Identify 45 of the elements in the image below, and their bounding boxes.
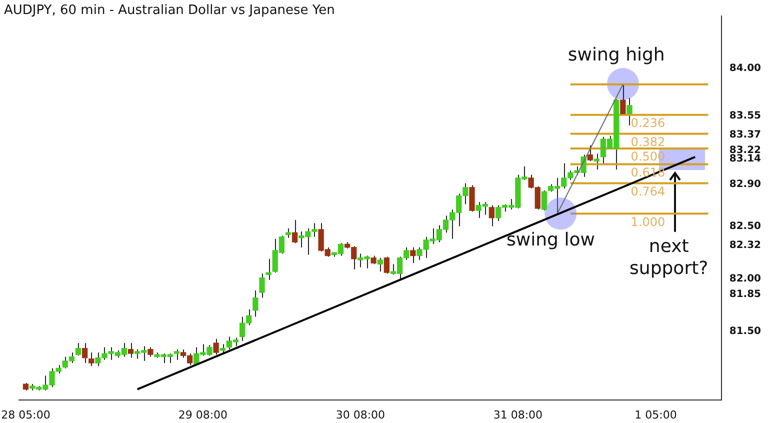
- annotation: 0.764: [630, 184, 666, 198]
- candlestick: [128, 342, 134, 358]
- candlestick: [541, 190, 548, 212]
- candlestick: [587, 144, 593, 162]
- candlestick: [377, 257, 383, 272]
- candlestick: [252, 290, 258, 318]
- candlestick: [75, 342, 82, 356]
- annotation: swing low: [506, 230, 595, 251]
- y-tick-label: 82.90: [729, 178, 762, 190]
- y-tick-label: 81.50: [729, 326, 762, 338]
- y-tick-label: 84.00: [729, 63, 762, 74]
- candlestick: [88, 352, 94, 367]
- candlestick: [488, 204, 495, 227]
- x-tick-label: 31 08:00: [493, 408, 543, 422]
- chart-title: AUDJPY, 60 min - Australian Dollar vs Japanese Yen: [4, 2, 335, 18]
- candlestick: [594, 153, 600, 170]
- candlestick: [174, 348, 180, 360]
- y-tick-label: 83.14: [729, 154, 762, 165]
- y-tick-label: 81.85: [729, 289, 762, 300]
- candlestick: [384, 256, 390, 274]
- candlestick: [266, 258, 272, 280]
- candlestick: [82, 342, 88, 364]
- y-tick-label: 83.37: [729, 129, 762, 140]
- y-tick-label: 82.00: [729, 273, 762, 284]
- candlestick: [292, 219, 298, 244]
- y-tick-label: 82.32: [729, 240, 762, 251]
- x-tick-label: 28 05:00: [1, 408, 50, 422]
- candlestick: [259, 273, 265, 298]
- annotation: 0.500: [630, 150, 666, 164]
- x-tick-label: 29 08:00: [178, 408, 228, 422]
- candlestick: [213, 338, 219, 356]
- x-tick-label: 1 05:00: [634, 408, 677, 422]
- annotation: 0.236: [630, 116, 666, 130]
- candlestick: [626, 98, 632, 126]
- y-tick-label: 82.50: [729, 220, 762, 232]
- annotation: 0.382: [630, 134, 666, 149]
- candlestick: [469, 184, 475, 212]
- annotation: 1.000: [630, 214, 666, 229]
- y-tick-label: 83.55: [729, 110, 762, 122]
- candlestick: [410, 246, 416, 264]
- candlestick: [148, 346, 154, 358]
- x-tick-label: 30 08:00: [336, 408, 386, 422]
- annotation: next support?: [630, 236, 708, 280]
- annotation: swing high: [568, 44, 665, 66]
- candlestick: [620, 84, 626, 116]
